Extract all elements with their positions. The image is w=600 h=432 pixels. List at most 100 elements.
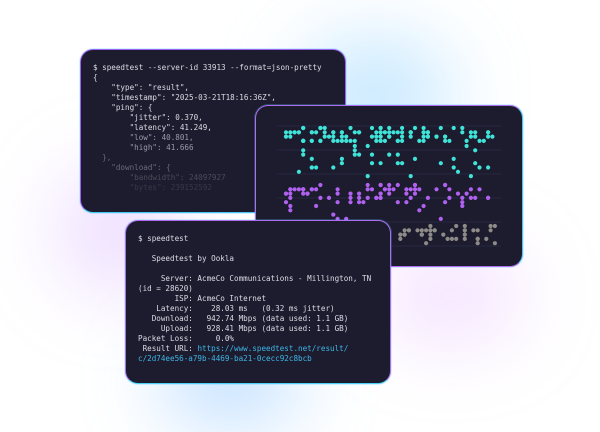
data-dot (484, 236, 489, 241)
result-url-link[interactable]: https://www.speedtest.net/result/ (197, 344, 349, 353)
data-dot (348, 138, 353, 143)
data-dot (464, 143, 469, 149)
data-dot (378, 130, 383, 135)
data-dot (408, 174, 413, 179)
json-line: "low": 40.801, (93, 133, 194, 142)
data-dot (395, 152, 400, 157)
data-dot (451, 125, 456, 131)
data-dot (395, 200, 400, 205)
data-dot (369, 161, 375, 166)
data-dot (391, 187, 396, 192)
data-dot (468, 130, 473, 135)
result-url-link[interactable]: c/2d74ee56-a79b-4469-ba21-0cecc92c8bcb (138, 354, 312, 363)
data-dot (424, 241, 429, 246)
data-dot (408, 130, 413, 135)
data-dot (309, 165, 314, 170)
data-dot (417, 138, 422, 143)
data-dot (378, 138, 383, 143)
data-dot (288, 134, 293, 139)
data-dot (301, 187, 306, 192)
data-dot (447, 195, 452, 200)
data-dot (477, 165, 482, 170)
data-dot (378, 191, 383, 196)
data-dot (288, 208, 293, 213)
data-dot (400, 138, 405, 143)
data-dot (352, 152, 357, 157)
data-dot (419, 228, 424, 233)
packet-loss-line: Packet Loss: 0.0% (138, 334, 235, 343)
data-dot (283, 134, 289, 139)
data-dot (369, 152, 375, 157)
data-dot (288, 203, 293, 209)
data-dot (404, 191, 409, 196)
data-dot (460, 125, 465, 131)
data-dot (473, 161, 478, 166)
data-dot (449, 228, 454, 233)
data-dot (322, 134, 327, 139)
data-dot (318, 195, 323, 200)
data-dot (468, 195, 473, 200)
data-dot (462, 236, 467, 241)
data-dot (339, 130, 344, 135)
data-dot (318, 125, 323, 131)
data-dot (434, 187, 439, 192)
data-dot (455, 191, 461, 196)
data-dot (387, 182, 392, 188)
data-dot (335, 200, 340, 205)
data-dot (387, 152, 392, 157)
data-dot (400, 161, 405, 166)
json-line: "jitter": 0.370, (93, 113, 203, 122)
json-line: { (93, 73, 98, 82)
data-dot (473, 130, 478, 135)
data-dot (382, 130, 387, 135)
data-dot (301, 125, 306, 131)
data-dot (382, 187, 387, 192)
data-dot (460, 200, 465, 205)
data-dot (490, 134, 495, 139)
data-dot (314, 130, 319, 135)
data-dot (331, 138, 336, 143)
data-dot (335, 216, 340, 221)
data-dot (288, 187, 293, 192)
data-dot (309, 187, 314, 192)
data-dot (443, 182, 448, 188)
data-dot (408, 195, 413, 200)
data-dot (425, 134, 430, 139)
data-dot (432, 228, 437, 233)
command-line: $ speedtest (138, 234, 189, 243)
data-dot (445, 236, 450, 241)
data-dot (314, 187, 319, 192)
data-dot (486, 165, 491, 170)
cli-terminal-window: $ speedtest Speedtest by Ookla Server: A… (125, 220, 391, 384)
data-dot (331, 212, 336, 217)
data-dot (451, 156, 456, 161)
data-dot (369, 187, 375, 192)
data-dot (400, 125, 405, 131)
data-dot (425, 130, 430, 135)
upload-line: Upload: 928.41 Mbps (data used: 1.1 GB) (138, 324, 349, 333)
data-dot (357, 130, 362, 135)
data-dot (412, 191, 418, 196)
data-dot (455, 169, 461, 174)
data-dot (283, 130, 289, 135)
data-dot (473, 134, 478, 139)
data-dot (438, 216, 443, 221)
data-dot (424, 228, 429, 233)
data-dot (283, 191, 289, 196)
data-dot (412, 182, 418, 188)
data-dot (344, 138, 349, 143)
json-line: "download": { (93, 163, 171, 172)
data-dot (428, 232, 433, 237)
data-dot (296, 187, 301, 192)
data-dot (352, 143, 357, 149)
data-dot (398, 232, 403, 237)
data-dot (412, 187, 418, 192)
data-dot (352, 130, 357, 135)
data-dot (374, 138, 379, 143)
data-dot (378, 125, 383, 131)
data-dot (443, 138, 448, 143)
data-dot (387, 125, 392, 131)
data-dot (357, 191, 362, 196)
data-dot (365, 182, 370, 188)
data-dot (365, 174, 370, 179)
